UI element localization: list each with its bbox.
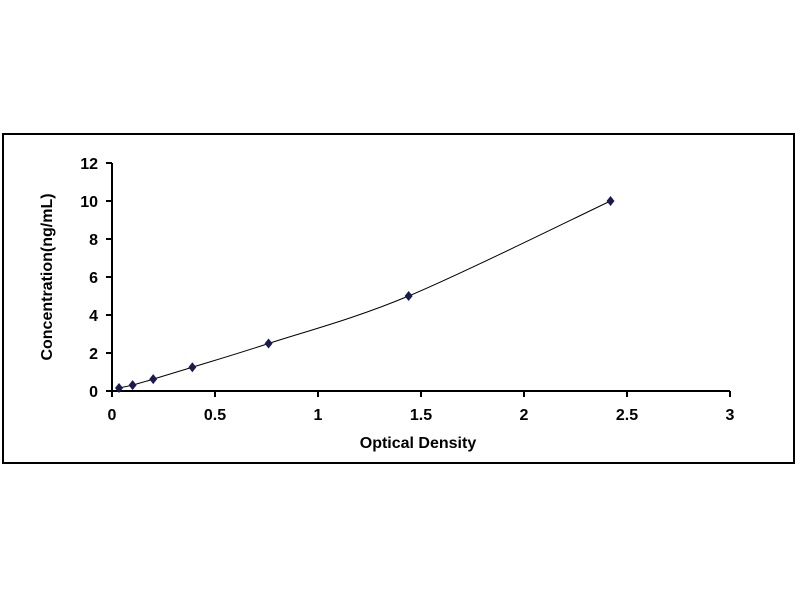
x-tick-label: 3	[726, 407, 735, 424]
data-point-marker	[128, 380, 137, 391]
data-point-marker	[264, 338, 273, 349]
x-tick-label: 2	[520, 407, 529, 424]
y-tick-label: 12	[80, 156, 98, 173]
y-tick-label: 4	[89, 308, 98, 325]
data-point-marker	[404, 291, 413, 301]
x-tick-label: 1.5	[410, 407, 432, 424]
y-tick-label: 2	[89, 346, 98, 363]
chart-frame	[2, 133, 795, 464]
x-axis-label: Optical Density	[360, 435, 477, 452]
y-axis-label: Concentration(ng/mL)	[39, 193, 56, 360]
x-tick-label: 0	[108, 407, 117, 424]
data-point-marker	[149, 374, 158, 385]
x-tick-label: 2.5	[616, 407, 638, 424]
axes	[106, 162, 731, 397]
data-point-marker	[606, 196, 615, 206]
data-point-marker	[115, 383, 124, 394]
fit-curve	[118, 200, 611, 389]
data-points	[115, 196, 615, 394]
y-tick-label: 10	[80, 194, 98, 211]
tick-labels: 0 0.5 1 1.5 2 2.5 3 0 2 4 6 8 10 12	[80, 156, 734, 424]
x-tick-label: 1	[314, 407, 323, 424]
y-tick-label: 8	[89, 232, 98, 249]
data-point-marker	[188, 362, 197, 373]
y-tick-label: 6	[89, 270, 98, 287]
y-tick-label: 0	[89, 384, 98, 401]
x-tick-label: 0.5	[204, 407, 226, 424]
